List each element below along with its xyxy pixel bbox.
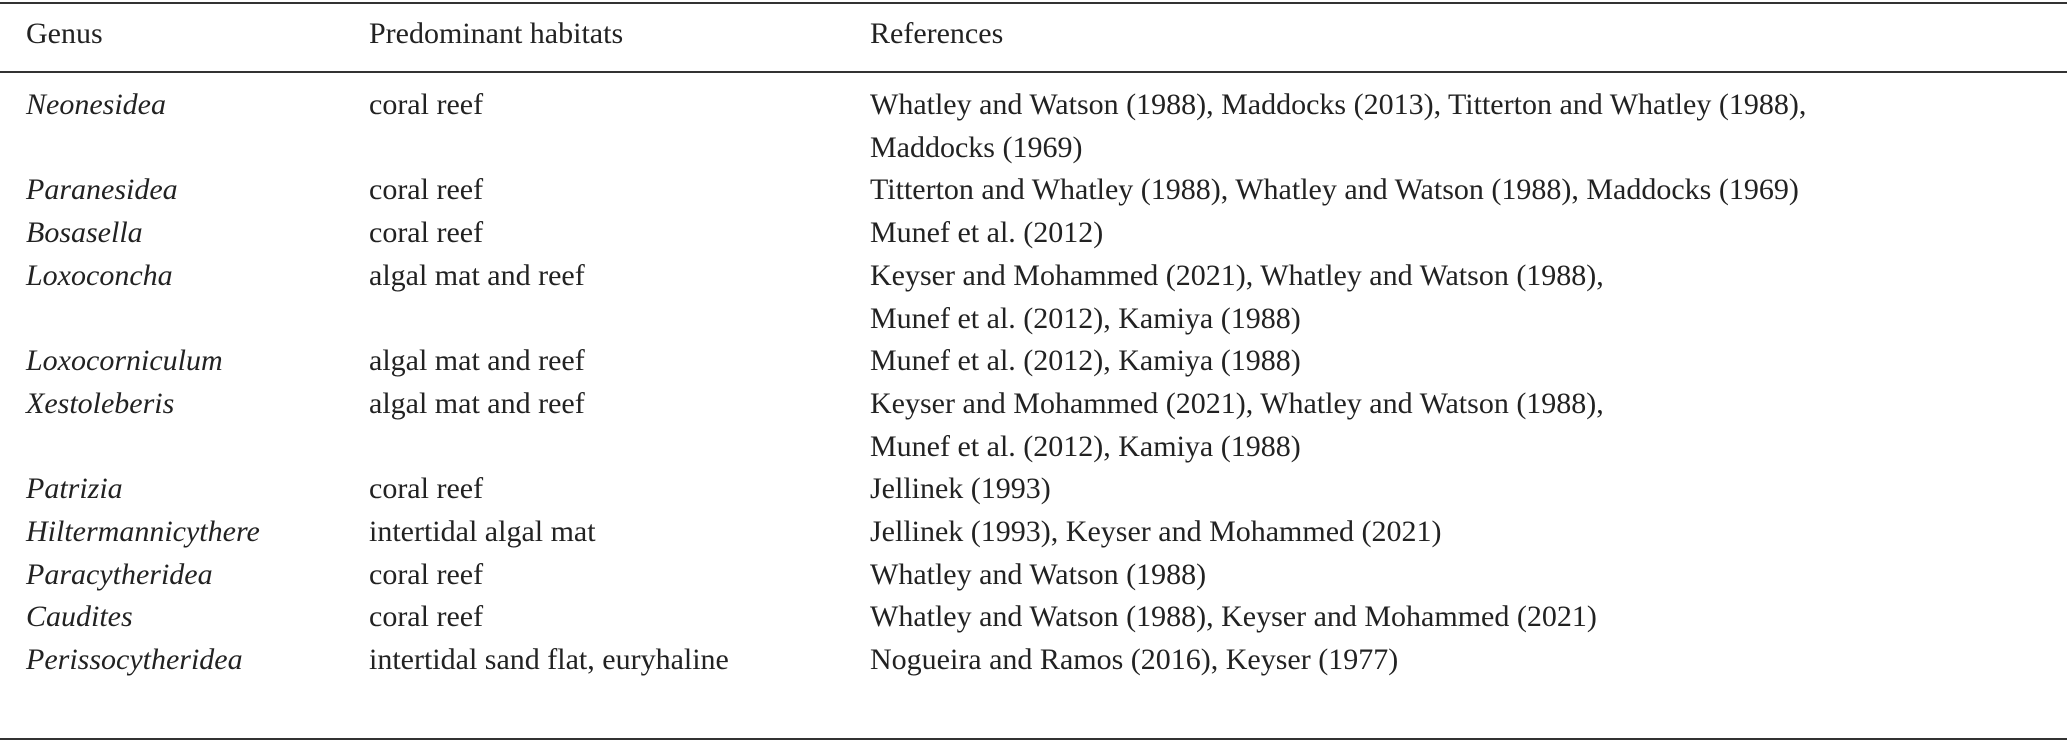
habitat-cell: coral reef (369, 88, 484, 121)
genus-cell: Paracytheridea (26, 557, 213, 591)
reference-line: Whatley and Watson (1988) (870, 557, 1207, 591)
references-cell: Whatley and Watson (1988) (870, 554, 2067, 597)
habitat-cell: algal mat and reef (369, 386, 585, 420)
genus-cell: Loxocorniculum (26, 344, 223, 378)
references-cell: Jellinek (1993), Keyser and Mohammed (20… (870, 511, 2067, 554)
table-row: Paranesidea coral reef Titterton and Whatl… (0, 169, 2067, 212)
reference-line: Munef et al. (2012), Kamiya (1988) (870, 429, 1301, 463)
reference-line: Munef et al. (2012) (870, 216, 1104, 250)
table-row: Xestoleberis algal mat and reef Keyser and… (0, 383, 2067, 468)
references-cell: Munef et al. (2012) (870, 212, 2067, 255)
references-cell: Whatley and Watson (1988), Maddocks (201… (870, 84, 2067, 169)
table-row: Bosasella coral reef Munef et al. (2012) (0, 212, 2067, 255)
header-cell: Genus (26, 17, 103, 50)
genus-cell: Neonesidea (26, 88, 166, 121)
genus-cell: Perissocytheridea (26, 643, 243, 677)
top-rule (0, 2, 2067, 4)
habitat-cell: coral reef (369, 600, 484, 634)
bottom-rule (0, 738, 2067, 740)
table-row: Neonesidea coral reef Whatley and Watson (… (0, 84, 2067, 169)
header-cell: Predominant habitats (369, 17, 624, 50)
genus-cell: Caudites (26, 600, 133, 634)
table-row: Loxocorniculum algal mat and reef Munef et… (0, 340, 2067, 383)
table-row: Perissocytheridea intertidal sand flat, e… (0, 639, 2067, 682)
habitat-cell: intertidal algal mat (369, 515, 596, 549)
table-row: Hiltermannicythere intertidal algal mat Je… (0, 511, 2067, 554)
table-row: Patrizia coral reef Jellinek (1993) (0, 468, 2067, 511)
reference-line: Titterton and Whatley (1988), Whatley an… (870, 173, 1799, 207)
header-cell: References (870, 17, 1004, 50)
references-cell: Whatley and Watson (1988), Keyser and Mo… (870, 596, 2067, 639)
genus-cell: Hiltermannicythere (26, 515, 260, 549)
habitat-cell: coral reef (369, 216, 484, 250)
reference-line: Munef et al. (2012), Kamiya (1988) (870, 301, 1301, 335)
reference-line: Munef et al. (2012), Kamiya (1988) (870, 344, 1301, 378)
references-cell: Jellinek (1993) (870, 468, 2067, 511)
table-body: Neonesidea coral reef Whatley and Watson (… (0, 84, 2067, 682)
reference-line: Jellinek (1993) (870, 472, 1051, 506)
genus-cell: Paranesidea (26, 173, 178, 207)
reference-line: Maddocks (1969) (870, 130, 1083, 164)
habitat-cell: algal mat and reef (369, 258, 585, 292)
references-cell: Keyser and Mohammed (2021), Whatley and … (870, 383, 2067, 468)
references-cell: Keyser and Mohammed (2021), Whatley and … (870, 255, 2067, 340)
habitat-cell: algal mat and reef (369, 344, 585, 378)
references-cell: Titterton and Whatley (1988), Whatley an… (870, 169, 2067, 212)
genus-cell: Loxoconcha (26, 258, 173, 292)
table-row: Caudites coral reef Whatley and Watson (19… (0, 596, 2067, 639)
reference-line: Keyser and Mohammed (2021), Whatley and … (870, 386, 1604, 420)
genus-cell: Patrizia (26, 472, 123, 506)
habitat-cell: coral reef (369, 472, 484, 506)
reference-line: Whatley and Watson (1988), Keyser and Mo… (870, 600, 1597, 634)
header-row: Genus Predominant habitats References (0, 13, 2067, 56)
genus-cell: Bosasella (26, 216, 143, 250)
references-cell: Munef et al. (2012), Kamiya (1988) (870, 340, 2067, 383)
habitat-cell: coral reef (369, 557, 484, 591)
reference-line: Jellinek (1993), Keyser and Mohammed (20… (870, 515, 1442, 549)
habitat-cell: intertidal sand flat, euryhaline (369, 643, 729, 677)
table-row: Loxoconcha algal mat and reef Keyser and M… (0, 255, 2067, 340)
references-cell: Nogueira and Ramos (2016), Keyser (1977) (870, 639, 2067, 682)
reference-line: Keyser and Mohammed (2021), Whatley and … (870, 258, 1604, 292)
header-rule (0, 71, 2067, 73)
reference-line: Whatley and Watson (1988), Maddocks (201… (870, 88, 1807, 121)
habitat-cell: coral reef (369, 173, 484, 207)
reference-line: Nogueira and Ramos (2016), Keyser (1977) (870, 643, 1399, 677)
genus-cell: Xestoleberis (26, 386, 175, 420)
table-row: Paracytheridea coral reef Whatley and Wats… (0, 554, 2067, 597)
